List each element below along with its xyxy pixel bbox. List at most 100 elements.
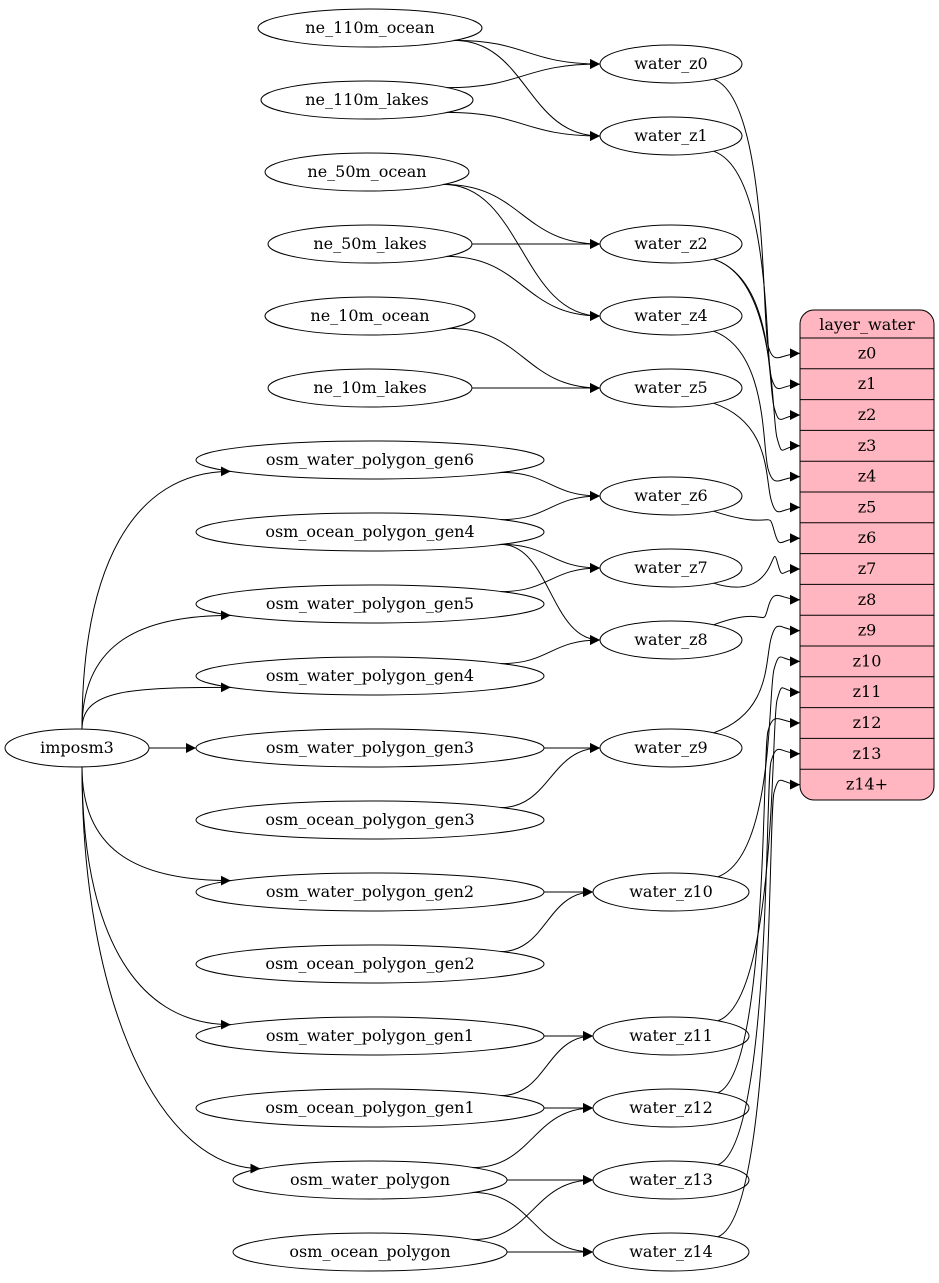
edge-osm-ocean-polygon-gen1-to-water-z11 [500,1031,594,1097]
node-osm-ocean-polygon-gen1: osm_ocean_polygon_gen1 [195,1088,545,1128]
node-osm-water-polygon: osm_water_polygon [232,1160,508,1200]
edge-water-z7-to-layer-z7 [713,555,801,588]
node-ellipse [267,224,473,264]
edge-water-z6-to-layer-z6 [713,510,801,544]
node-osm-ocean-polygon: osm_ocean_polygon [232,1232,508,1272]
node-ellipse [195,728,545,768]
node-label: osm_ocean_polygon_gen2 [265,954,474,973]
edge-water-z2-to-layer-z3 [713,258,801,451]
node-water-z12: water_z12 [592,1088,750,1128]
layer-title: layer_water [819,315,915,334]
layer-record-box [799,309,935,801]
layer-row-z8: z8 [858,590,877,609]
edge-water-z9-to-layer-z9 [713,625,801,734]
node-ellipse [599,368,743,408]
node-label: water_z5 [634,378,707,397]
node-label: ne_50m_ocean [307,162,426,181]
node-ellipse [195,440,545,480]
edge-ne-110m-lakes-to-water-z0 [446,59,601,89]
node-label: ne_50m_lakes [313,234,426,253]
layer-row-z13: z13 [853,744,882,763]
edge-water-z0-to-layer-z0 [713,78,801,359]
layer-row-z10: z10 [853,651,882,670]
node-label: osm_water_polygon_gen6 [266,450,474,469]
node-water-z13: water_z13 [592,1160,750,1200]
layer-row-z0: z0 [858,343,877,362]
node-ellipse [195,1088,545,1128]
edge-osm-ocean-polygon-gen3-to-water-z9 [500,743,601,809]
node-ellipse [599,296,743,336]
node-ellipse [592,872,750,912]
node-ellipse [592,1016,750,1056]
layer-row-z11: z11 [853,682,882,701]
node-label: water_z12 [629,1098,713,1117]
node-label: ne_10m_ocean [310,306,429,325]
layer-row-z1: z1 [858,374,877,393]
node-ellipse [195,584,545,624]
layer-row-z7: z7 [858,559,877,578]
node-ellipse [232,1160,508,1200]
node-label: osm_ocean_polygon_gen3 [265,810,474,829]
node-water-z7: water_z7 [599,548,743,588]
edge-imposm3-to-osm-water-polygon-gen5 [81,610,231,730]
edge-water-z12-to-layer-z12 [717,717,801,1094]
node-label: water_z11 [629,1026,713,1045]
node-label: imposm3 [40,738,114,757]
node-osm-water-polygon-gen5: osm_water_polygon_gen5 [195,584,545,624]
node-ellipse [599,728,743,768]
layer-row-z2: z2 [858,405,877,424]
node-ellipse [264,152,470,192]
node-water-z11: water_z11 [592,1016,750,1056]
edge-imposm3-to-osm-water-polygon-gen1 [81,766,231,1030]
node-ellipse [195,872,545,912]
node-ellipse [257,8,483,48]
edge-ne-110m-ocean-to-water-z1 [453,39,601,141]
edge-ne-50m-ocean-to-water-z2 [443,183,601,249]
edge-water-z5-to-layer-z5 [713,402,801,513]
node-ellipse [592,1160,750,1200]
node-label: osm_ocean_polygon [289,1242,450,1261]
node-label: osm_water_polygon_gen5 [266,594,474,613]
edge-imposm3-to-osm-water-polygon-gen2 [81,766,231,886]
node-water-z0: water_z0 [599,44,743,84]
layer-row-z9: z9 [858,621,877,640]
edge-water-z10-to-layer-z10 [717,656,801,878]
edge-water-z14-to-layer-z14-plus [717,779,801,1238]
node-ellipse [599,620,743,660]
node-ellipse [195,800,545,840]
node-water-z4: water_z4 [599,296,743,336]
node-label: water_z2 [634,234,707,253]
node-label: osm_water_polygon_gen3 [266,738,474,757]
node-ellipse [260,80,474,120]
node-label: water_z1 [634,126,707,145]
node-ellipse [592,1088,750,1128]
edge-imposm3-to-osm-water-polygon-gen4 [81,682,231,730]
node-ellipse [195,512,545,552]
node-osm-ocean-polygon-gen3: osm_ocean_polygon_gen3 [195,800,545,840]
node-ellipse [232,1232,508,1272]
layer-water-record: layer_water z0 z1 z2 z3 z4 z5 z6 z7 z8 z9 z10 z11 z12… [799,309,935,801]
node-water-z9: water_z9 [599,728,743,768]
edge-osm-ocean-polygon-gen2-to-water-z10 [500,887,594,953]
node-osm-water-polygon-gen1: osm_water_polygon_gen1 [195,1016,545,1056]
node-water-z5: water_z5 [599,368,743,408]
node-label: osm_ocean_polygon_gen1 [265,1098,474,1117]
edge-osm-water-polygon-gen6-to-water-z6 [500,471,601,501]
node-ellipse [599,224,743,264]
node-water-z8: water_z8 [599,620,743,660]
layer-row-z3: z3 [858,436,877,455]
edge-osm-water-polygon-gen4-to-water-z8 [500,635,601,665]
edge-imposm3-to-osm-water-polygon [81,766,261,1174]
node-osm-water-polygon-gen6: osm_water_polygon_gen6 [195,440,545,480]
edge-water-z2-to-layer-z2 [713,258,801,421]
node-ne-10m-ocean: ne_10m_ocean [264,296,476,336]
node-label: water_z10 [629,882,713,901]
edge-ne-50m-ocean-to-water-z4 [443,183,601,321]
node-label: water_z13 [629,1170,713,1189]
edge-ne-10m-ocean-to-water-z5 [448,327,601,393]
node-water-z6: water_z6 [599,476,743,516]
node-ne-50m-ocean: ne_50m_ocean [264,152,470,192]
node-ellipse [267,368,473,408]
layer-row-z5: z5 [858,497,877,516]
node-water-z10: water_z10 [592,872,750,912]
